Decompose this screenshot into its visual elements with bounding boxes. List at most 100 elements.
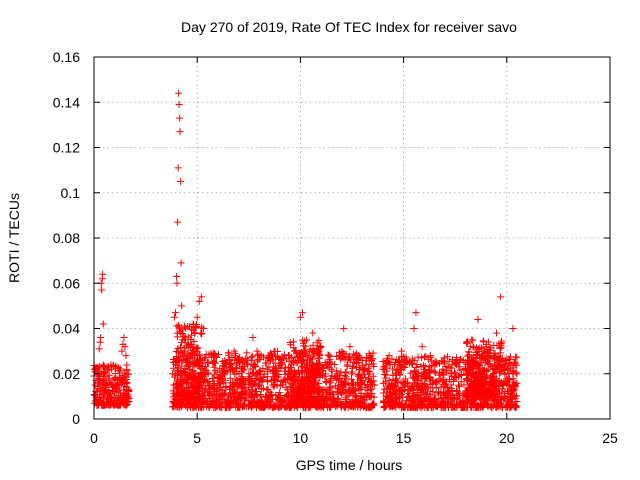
- data-point-marker: [119, 392, 127, 400]
- data-point-marker: [467, 381, 475, 389]
- data-point-marker: [276, 382, 284, 390]
- data-point-marker: [476, 371, 484, 379]
- data-point-marker: [205, 403, 213, 411]
- data-point-marker: [176, 382, 184, 390]
- data-point-marker: [110, 361, 118, 369]
- data-point-marker: [414, 353, 422, 361]
- data-point-marker: [344, 392, 352, 400]
- data-point-marker: [125, 395, 133, 403]
- data-point-marker: [307, 361, 315, 369]
- data-point-marker: [311, 374, 319, 382]
- data-point-marker: [109, 383, 117, 391]
- data-point-marker: [218, 375, 226, 383]
- data-point-marker: [465, 351, 473, 359]
- data-point-marker: [256, 390, 264, 398]
- data-point-marker: [498, 381, 506, 389]
- data-point-marker: [315, 361, 323, 369]
- chart-title: Day 270 of 2019, Rate Of TEC Index for r…: [181, 19, 517, 35]
- data-point-marker: [480, 347, 488, 355]
- data-point-marker: [95, 398, 103, 406]
- data-point-marker: [349, 363, 357, 371]
- data-point-marker: [335, 385, 343, 393]
- data-point-marker: [198, 329, 206, 337]
- data-point-marker: [486, 378, 494, 386]
- data-point-marker: [249, 361, 257, 369]
- data-point-marker: [496, 345, 504, 353]
- data-point-marker: [226, 385, 234, 393]
- data-point-marker: [492, 329, 500, 337]
- data-point-marker: [329, 397, 337, 405]
- data-point-marker: [253, 347, 261, 355]
- data-point-marker: [298, 357, 306, 365]
- y-tick-label: 0.02: [53, 366, 80, 382]
- data-point-marker: [197, 404, 205, 412]
- data-point-marker: [447, 381, 455, 389]
- data-point-marker: [176, 114, 184, 122]
- data-point-marker: [121, 343, 129, 351]
- data-point-marker: [385, 376, 393, 384]
- data-point-marker: [386, 391, 394, 399]
- data-point-marker: [387, 380, 395, 388]
- data-point-marker: [483, 387, 491, 395]
- data-point-marker: [418, 381, 426, 389]
- data-point-marker: [511, 358, 519, 366]
- data-point-marker: [93, 400, 101, 408]
- data-point-marker: [286, 338, 294, 346]
- data-point-marker: [463, 352, 471, 360]
- data-point-marker: [256, 355, 264, 363]
- data-point-marker: [123, 400, 131, 408]
- data-point-marker: [230, 347, 238, 355]
- data-point-marker: [393, 377, 401, 385]
- data-point-marker: [339, 380, 347, 388]
- data-point-marker: [316, 351, 324, 359]
- data-point-marker: [503, 355, 511, 363]
- data-point-marker: [122, 352, 130, 360]
- data-point-marker: [497, 361, 505, 369]
- data-point-marker: [226, 374, 234, 382]
- data-point-marker: [327, 365, 335, 373]
- data-point-marker: [485, 338, 493, 346]
- data-point-marker: [418, 343, 426, 351]
- data-point-marker: [411, 367, 419, 375]
- data-point-marker: [184, 384, 192, 392]
- data-point-marker: [339, 354, 347, 362]
- data-point-marker: [432, 380, 440, 388]
- data-point-marker: [512, 353, 520, 361]
- data-point-marker: [366, 368, 374, 376]
- data-point-marker: [254, 381, 262, 389]
- data-point-marker: [228, 382, 236, 390]
- data-point-marker: [462, 365, 470, 373]
- data-point-marker: [309, 329, 317, 337]
- x-tick-label: 25: [602, 430, 618, 446]
- data-point-marker: [309, 341, 317, 349]
- data-point-marker: [412, 364, 420, 372]
- data-point-marker: [118, 347, 126, 355]
- data-point-marker: [184, 322, 192, 330]
- data-point-marker: [294, 387, 302, 395]
- data-point-marker: [238, 383, 246, 391]
- data-point-marker: [249, 397, 257, 405]
- data-point-marker: [332, 397, 340, 405]
- data-point-marker: [278, 361, 286, 369]
- data-point-marker: [505, 398, 513, 406]
- data-point-marker: [398, 347, 406, 355]
- data-point-marker: [170, 313, 178, 321]
- data-point-marker: [210, 359, 218, 367]
- data-point-marker: [306, 364, 314, 372]
- data-point-marker: [102, 386, 110, 394]
- data-point-marker: [346, 343, 354, 351]
- data-point-marker: [474, 315, 482, 323]
- data-point-marker: [188, 325, 196, 333]
- data-point-marker: [296, 313, 304, 321]
- data-point-marker: [365, 374, 373, 382]
- data-point-marker: [447, 370, 455, 378]
- y-tick-label: 0.08: [53, 230, 80, 246]
- data-point-marker: [431, 357, 439, 365]
- data-point-marker: [303, 336, 311, 344]
- data-point-marker: [454, 401, 462, 409]
- data-point-marker: [245, 402, 253, 410]
- data-point-marker: [296, 369, 304, 377]
- data-point-marker: [479, 367, 487, 375]
- data-point-marker: [342, 373, 350, 381]
- data-point-marker: [358, 379, 366, 387]
